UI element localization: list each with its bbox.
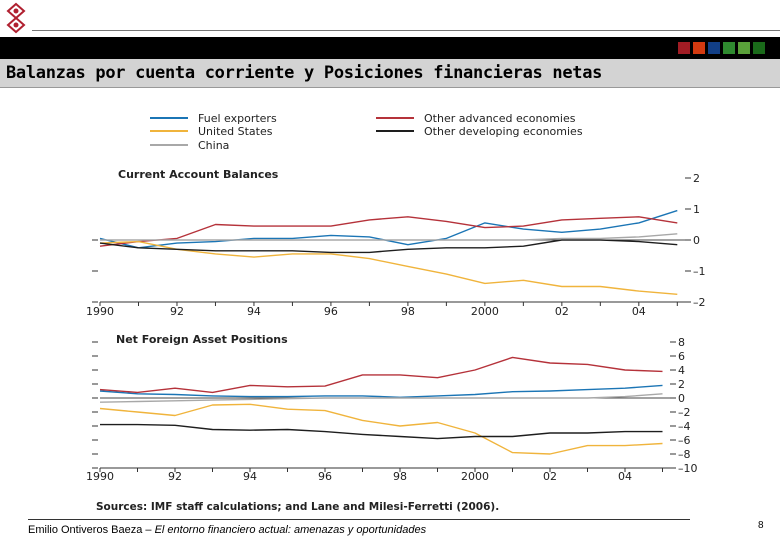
x-tick-label: 98 xyxy=(401,305,415,318)
color-swatch xyxy=(693,42,705,54)
legend-label: Fuel exporters xyxy=(198,112,277,125)
x-tick-label: 94 xyxy=(247,305,261,318)
series-line xyxy=(100,423,663,440)
color-swatch xyxy=(753,42,765,54)
legend-label: United States xyxy=(198,125,273,138)
series-line xyxy=(99,209,678,249)
y-tick-label: –2 xyxy=(693,296,706,309)
slide-title: Balanzas por cuenta corriente y Posicion… xyxy=(6,63,603,83)
series-line xyxy=(99,384,663,398)
footer: Emilio Ontiveros Baeza – El entorno fina… xyxy=(28,524,426,536)
x-tick-label: 04 xyxy=(632,305,646,318)
x-tick-label: 92 xyxy=(168,470,182,483)
y-tick-label: –4 xyxy=(678,420,691,433)
y-tick-label: –6 xyxy=(678,434,691,447)
series-line xyxy=(99,403,663,455)
title-bar: Balanzas por cuenta corriente y Posicion… xyxy=(0,59,780,88)
footer-subtitle: El entorno financiero actual: amenazas y… xyxy=(154,524,427,536)
footer-author: Emilio Ontiveros Baeza – xyxy=(28,524,155,536)
y-tick-label: 2 xyxy=(693,172,700,185)
series-line xyxy=(100,233,678,241)
source-note: Sources: IMF staff calculations; and Lan… xyxy=(96,501,499,513)
legend-label: China xyxy=(198,139,229,152)
x-tick-label: 1990 xyxy=(86,305,114,318)
color-swatch xyxy=(723,42,735,54)
y-tick-label: 2 xyxy=(678,378,685,391)
panel-title: Net Foreign Asset Positions xyxy=(116,333,288,346)
x-tick-label: 2000 xyxy=(471,305,499,318)
y-tick-label: –1 xyxy=(693,265,706,278)
y-tick-label: 0 xyxy=(678,392,685,405)
x-tick-label: 02 xyxy=(543,470,557,483)
x-tick-label: 2000 xyxy=(461,470,489,483)
header-divider xyxy=(32,30,780,31)
header-band xyxy=(0,37,780,59)
y-tick-label: –10 xyxy=(678,462,698,475)
company-logo xyxy=(4,2,28,34)
x-tick-label: 92 xyxy=(170,305,184,318)
y-tick-label: 6 xyxy=(678,350,685,363)
x-tick-label: 1990 xyxy=(86,470,114,483)
panel-title: Current Account Balances xyxy=(118,168,279,181)
y-tick-label: 1 xyxy=(693,203,700,216)
series-line xyxy=(99,393,663,403)
x-tick-label: 94 xyxy=(243,470,257,483)
legend-label: Other developing economies xyxy=(424,125,583,138)
series-line xyxy=(99,356,663,394)
x-tick-label: 96 xyxy=(324,305,338,318)
color-swatch xyxy=(738,42,750,54)
color-swatches xyxy=(678,42,765,54)
color-swatch xyxy=(678,42,690,54)
series-line xyxy=(99,240,678,295)
color-swatch xyxy=(708,42,720,54)
y-tick-label: –2 xyxy=(678,406,691,419)
footer-divider xyxy=(28,519,690,520)
series-line xyxy=(99,239,678,254)
y-tick-label: 8 xyxy=(678,336,685,349)
y-tick-label: –8 xyxy=(678,448,691,461)
y-tick-label: 4 xyxy=(678,364,685,377)
x-tick-label: 96 xyxy=(318,470,332,483)
x-tick-label: 02 xyxy=(555,305,569,318)
y-tick-label: 0 xyxy=(693,234,700,247)
x-tick-label: 04 xyxy=(618,470,632,483)
series-line xyxy=(99,216,678,247)
legend-label: Other advanced economies xyxy=(424,112,576,125)
page-number: 8 xyxy=(758,520,764,531)
x-tick-label: 98 xyxy=(393,470,407,483)
